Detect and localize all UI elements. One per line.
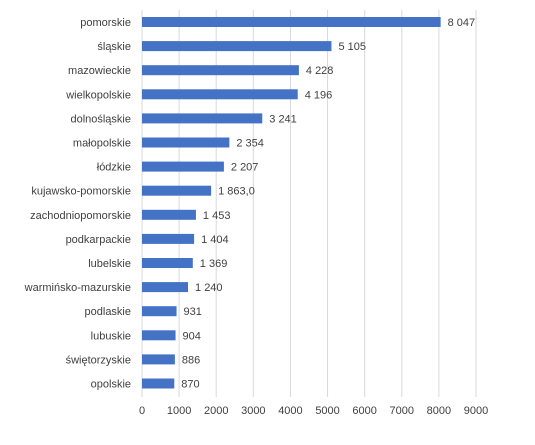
category-label: dolnośląskie — [70, 113, 131, 125]
value-label: 4 228 — [306, 65, 334, 77]
x-tick-label: 9000 — [464, 405, 488, 417]
value-label: 886 — [182, 354, 200, 366]
value-label: 931 — [184, 306, 202, 318]
x-tick-label: 1000 — [167, 405, 191, 417]
bar — [142, 41, 332, 52]
value-label: 1 404 — [201, 234, 229, 246]
bar — [142, 378, 175, 389]
x-tick-labels: 0 1000 2000 3000 4000 5000 6000 7000 8000 9000 — [139, 405, 488, 417]
x-tick-label: 3000 — [241, 405, 265, 417]
value-label: 870 — [181, 379, 199, 391]
value-label: 1 453 — [203, 210, 231, 222]
x-tick-label: 7000 — [390, 405, 414, 417]
x-tick-label: 2000 — [204, 405, 228, 417]
bar — [142, 233, 195, 244]
value-label: 3 241 — [269, 113, 297, 125]
category-label: zachodniopomorskie — [30, 210, 131, 222]
bars — [142, 17, 441, 389]
bar — [142, 330, 176, 341]
category-label: pomorskie — [80, 17, 131, 29]
bar — [142, 282, 189, 293]
category-label: warmińsko-mazurskie — [24, 282, 131, 294]
value-label: 4 196 — [305, 89, 333, 101]
category-label: podkarpackie — [66, 234, 131, 246]
category-label: łódzkie — [97, 162, 131, 174]
category-labels: pomorskie śląskie mazowieckie wielkopolskie… — [24, 17, 131, 391]
category-label: podlaskie — [85, 306, 131, 318]
value-label: 1 369 — [200, 258, 228, 270]
bar — [142, 306, 177, 317]
category-label: lubuskie — [91, 330, 131, 342]
x-tick-label: 6000 — [352, 405, 376, 417]
value-label: 8 047 — [448, 17, 476, 29]
x-tick-label: 5000 — [315, 405, 339, 417]
bar — [142, 354, 175, 365]
value-label: 1 240 — [195, 282, 223, 294]
bar — [142, 113, 263, 124]
bar — [142, 89, 298, 100]
value-label: 1 863,0 — [218, 186, 255, 198]
bar — [142, 258, 193, 268]
category-label: lubelskie — [88, 258, 131, 270]
value-label: 5 105 — [338, 41, 366, 53]
x-tick-label: 0 — [139, 405, 145, 417]
category-label: wielkopolskie — [65, 89, 131, 101]
category-label: śląskie — [97, 41, 131, 53]
x-tick-label: 8000 — [427, 405, 451, 417]
value-label: 2 354 — [236, 138, 264, 150]
category-label: świętorzyskie — [66, 354, 131, 366]
value-label: 2 207 — [231, 162, 259, 174]
category-label: opolskie — [91, 379, 131, 391]
x-tick-label: 4000 — [278, 405, 302, 417]
bar — [142, 137, 230, 148]
bar — [142, 65, 299, 76]
bar — [142, 161, 224, 172]
bar — [142, 209, 196, 220]
category-label: kujawsko-pomorskie — [31, 186, 131, 198]
category-label: małopolskie — [73, 138, 131, 150]
value-labels: 8 047 5 105 4 228 4 196 3 241 2 354 2 207 1 863… — [181, 17, 475, 391]
category-label: mazowieckie — [68, 65, 131, 77]
value-label: 904 — [183, 330, 201, 342]
bar — [142, 17, 441, 27]
bar — [142, 185, 212, 196]
